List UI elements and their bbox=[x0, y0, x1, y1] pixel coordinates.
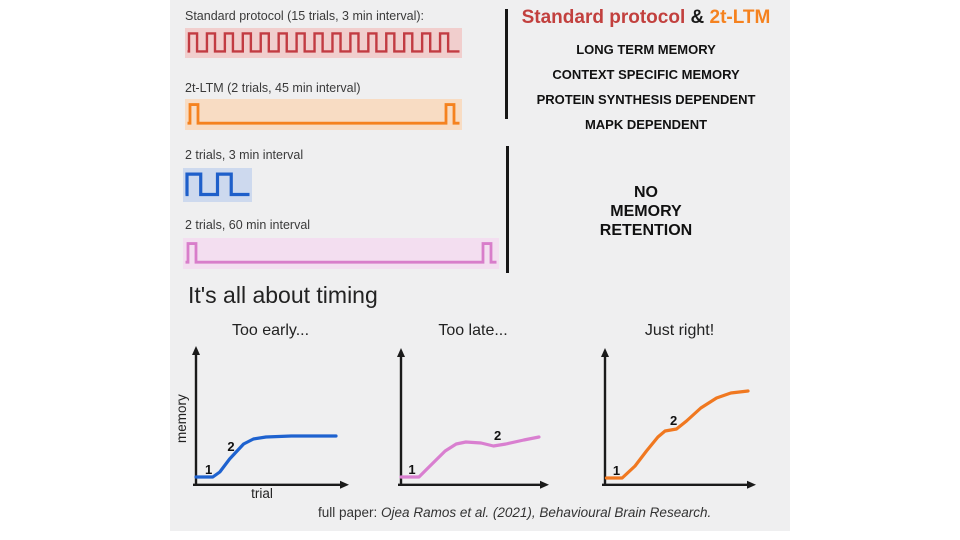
y-axis-label-memory: memory bbox=[174, 394, 189, 444]
footer-reference: Ojea Ramos et al. (2021), Behavioural Br… bbox=[381, 505, 712, 520]
memory-property-mapk: MAPK DEPENDENT bbox=[584, 117, 708, 132]
memory-curve-orange bbox=[604, 389, 750, 480]
protocol-label-2trials-3min: 2 trials, 3 min interval bbox=[185, 148, 304, 162]
timing-heading: It's all about timing bbox=[188, 282, 378, 308]
memory-property-context: CONTEXT SPECIFIC MEMORY bbox=[552, 67, 740, 82]
memory-property-ltm: LONG TERM MEMORY bbox=[576, 42, 716, 57]
pulse-box-2trials-60min bbox=[183, 238, 499, 269]
x-axis-arrow-icon bbox=[340, 480, 349, 489]
memory-curve-pink bbox=[399, 435, 541, 479]
protocols-outcome-heading: Standard protocol & 2t-LTM bbox=[510, 7, 782, 29]
divider-top bbox=[505, 9, 508, 119]
protocol-label-2t-ltm: 2t-LTM (2 trials, 45 min interval) bbox=[185, 81, 361, 95]
graph-canvas-too-late: 12 bbox=[397, 348, 549, 489]
curve-markers: 12 bbox=[613, 413, 677, 478]
curve-markers: 12 bbox=[205, 439, 235, 477]
y-axis-arrow-icon bbox=[397, 348, 405, 357]
x-axis-arrow-icon bbox=[747, 480, 756, 489]
y-axis-arrow-icon bbox=[601, 348, 609, 357]
pulse-waveform-2trials-3min bbox=[185, 172, 250, 197]
divider-bottom bbox=[506, 146, 509, 273]
curve-markers: 12 bbox=[408, 428, 501, 477]
heading-ampersand: & bbox=[685, 7, 710, 28]
graph-title-just-right: Just right! bbox=[644, 322, 715, 339]
svg-text:2: 2 bbox=[670, 413, 677, 428]
pulse-waveform-standard bbox=[187, 32, 460, 53]
pulse-waveform-2t-ltm bbox=[187, 103, 460, 125]
svg-text:2: 2 bbox=[227, 439, 234, 454]
graph-title-too-late: Too late... bbox=[438, 322, 508, 339]
memory-property-protein: PROTEIN SYNTHESIS DEPENDENT bbox=[536, 92, 756, 107]
footer-prefix: full paper: bbox=[318, 505, 382, 520]
infographic-panel: Standard protocol (15 trials, 3 min inte… bbox=[170, 0, 790, 531]
x-axis-label-trial: trial bbox=[251, 486, 273, 501]
memory-curve-blue bbox=[194, 434, 338, 479]
svg-text:1: 1 bbox=[408, 462, 415, 477]
pulse-box-2trials-3min bbox=[183, 168, 252, 202]
pulse-box-standard bbox=[185, 28, 462, 58]
footer-citation: full paper: Ojea Ramos et al. (2021), Be… bbox=[318, 505, 711, 520]
graph-title-too-early: Too early... bbox=[231, 322, 310, 339]
y-axis-arrow-icon bbox=[192, 346, 200, 355]
no-retention-text: NO MEMORY RETENTION bbox=[599, 184, 693, 239]
svg-text:2: 2 bbox=[494, 428, 501, 443]
x-axis-arrow-icon bbox=[540, 480, 549, 489]
heading-standard-protocol: Standard protocol bbox=[521, 7, 686, 28]
protocol-label-standard: Standard protocol (15 trials, 3 min inte… bbox=[185, 9, 424, 23]
graph-canvas-just-right: 12 bbox=[601, 348, 756, 489]
heading-2t-ltm: 2t-LTM bbox=[709, 7, 771, 28]
svg-text:1: 1 bbox=[205, 462, 212, 477]
svg-text:1: 1 bbox=[613, 463, 620, 478]
protocol-label-2trials-60min: 2 trials, 60 min interval bbox=[185, 218, 311, 232]
graph-canvas-too-early: 12 bbox=[192, 346, 349, 489]
pulse-waveform-2trials-60min bbox=[185, 242, 497, 264]
pulse-box-2t-ltm bbox=[185, 99, 462, 130]
